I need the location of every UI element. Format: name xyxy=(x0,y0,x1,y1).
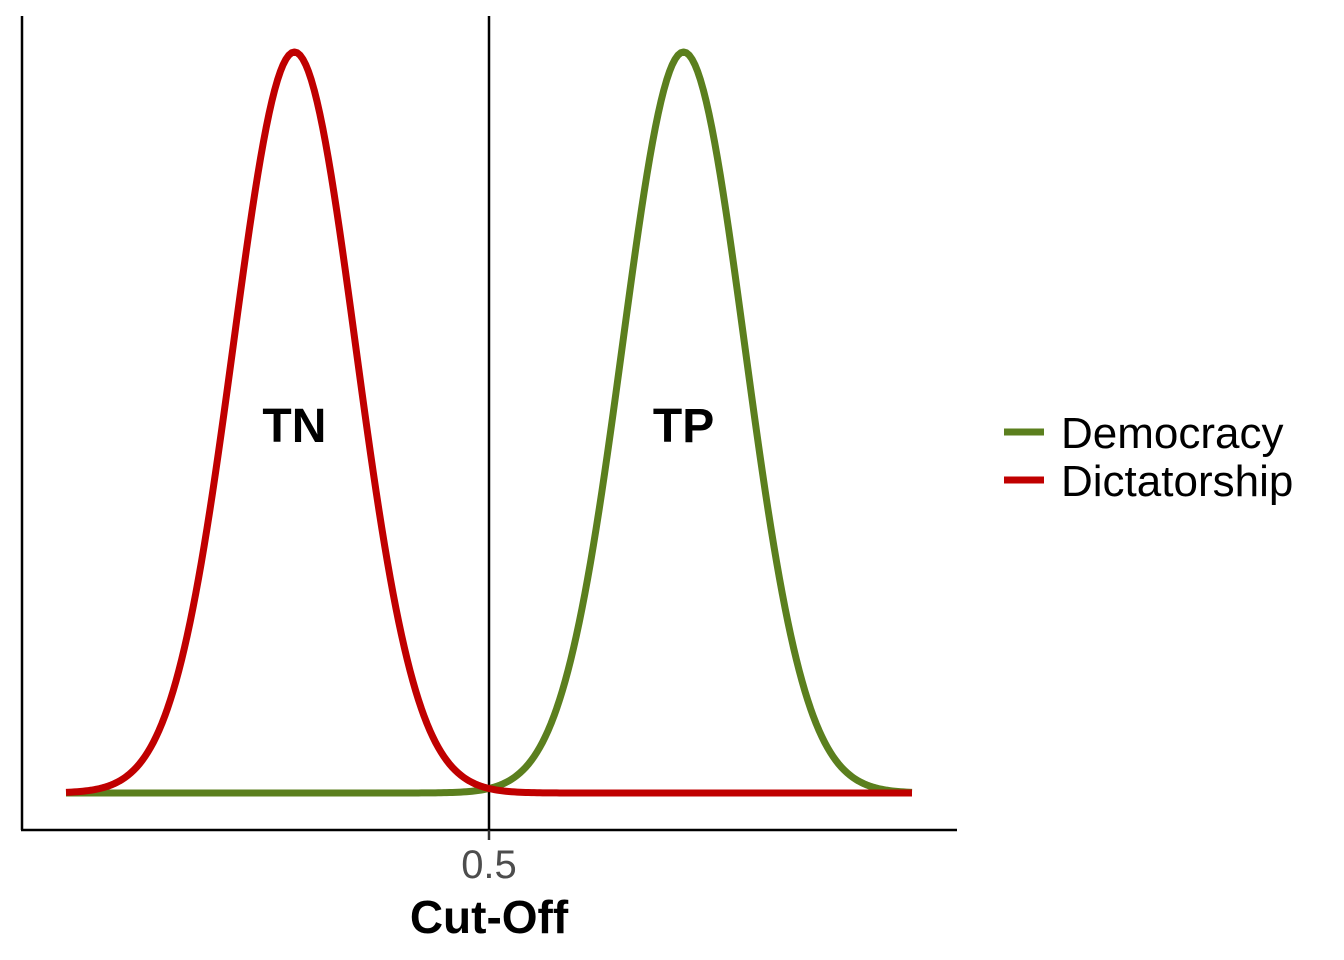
series-line-dictatorship xyxy=(65,48,913,797)
series-group xyxy=(65,48,913,797)
annotation-tn: TN xyxy=(262,400,326,453)
annotation-tp: TP xyxy=(653,400,714,453)
x-tick-label: 0.5 xyxy=(461,843,517,887)
legend-label-democracy: Democracy xyxy=(1061,409,1284,458)
legend-label-dictatorship: Dictatorship xyxy=(1061,457,1293,506)
x-ticks: 0.5 xyxy=(461,830,517,887)
x-axis-title: Cut-Off xyxy=(410,891,569,943)
region-annotations: TN TP xyxy=(262,400,714,453)
